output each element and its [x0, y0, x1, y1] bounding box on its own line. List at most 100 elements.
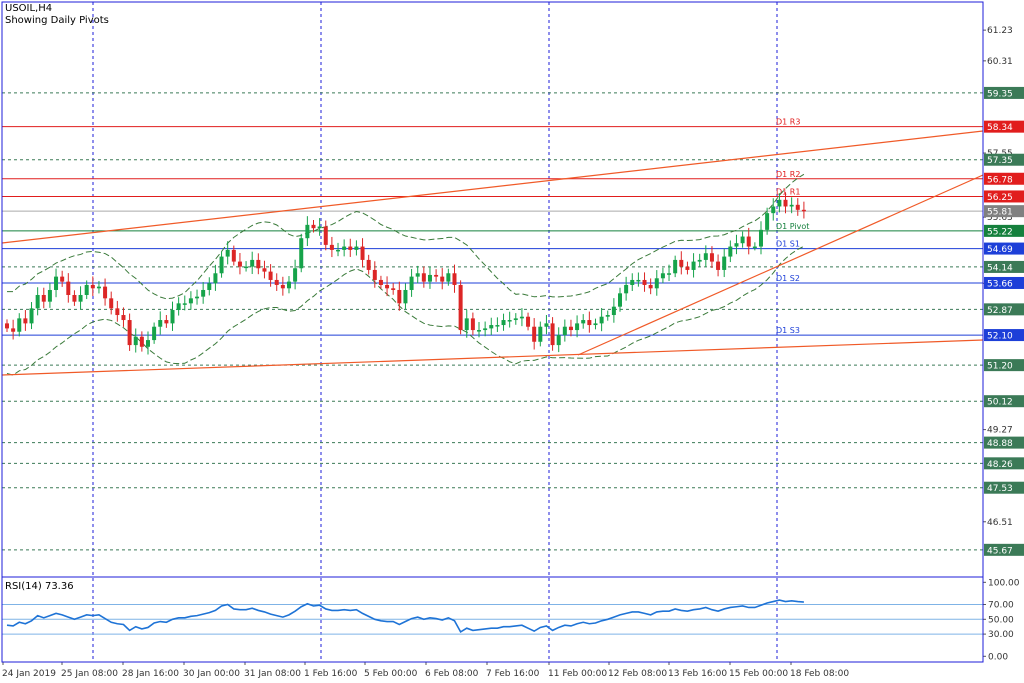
candle-bear — [550, 323, 555, 346]
candle-bear — [139, 336, 144, 347]
price-label-box — [984, 86, 1024, 99]
rsi-label: RSI(14) 73.36 — [5, 581, 74, 592]
candle-bull — [342, 246, 347, 250]
rising-support-trendline — [577, 174, 984, 356]
candle-bull — [213, 273, 218, 284]
candle-bear — [237, 261, 242, 267]
candle-bear — [679, 259, 684, 267]
candle-bull — [317, 226, 322, 229]
candle-bull — [734, 243, 739, 247]
candle-bear — [280, 284, 285, 289]
pivot-label: D1 R2 — [776, 170, 800, 179]
candle-bull — [182, 303, 187, 305]
price-label-box — [984, 359, 1024, 372]
candle-bull — [519, 316, 524, 319]
rsi-tick-label: 50.00 — [988, 615, 1014, 625]
candle-bull — [96, 286, 101, 289]
candle-bear — [348, 246, 353, 250]
candle-bear — [391, 288, 396, 290]
candle-bear — [41, 294, 46, 302]
candle-bull — [415, 273, 420, 277]
candle-bull — [305, 224, 310, 239]
x-tick-label: 15 Feb 00:00 — [729, 669, 788, 679]
candle-bear — [397, 289, 402, 304]
candle-bull — [501, 320, 506, 326]
y-tick-label: 60.31 — [987, 57, 1013, 67]
pivot-label: D1 R3 — [776, 118, 800, 127]
candle-bull — [630, 279, 635, 285]
candle-bull — [286, 281, 291, 289]
x-tick-label: 12 Feb 08:00 — [608, 669, 667, 679]
candle-bear — [5, 323, 9, 329]
candle-bull — [495, 325, 500, 327]
x-tick-label: 24 Jan 2019 — [2, 669, 56, 679]
candle-bull — [293, 268, 298, 282]
candle-bull — [624, 284, 629, 294]
upper-envelope-band — [6, 173, 805, 300]
lower-channel-trendline — [1, 339, 984, 376]
candle-bear — [127, 320, 132, 346]
price-label-text: 53.66 — [987, 279, 1013, 289]
price-label-text: 56.78 — [987, 175, 1013, 185]
price-label-text: 55.22 — [987, 227, 1013, 237]
price-label-box — [984, 329, 1024, 342]
candle-bull — [219, 256, 224, 274]
candle-bull — [581, 320, 586, 324]
y-tick-label: 61.23 — [987, 26, 1013, 36]
candle-bull — [54, 276, 59, 290]
candle-bear — [470, 318, 475, 331]
price-label-text: 54.14 — [987, 263, 1013, 273]
candle-bull — [777, 199, 782, 207]
envelope-bands-layer — [6, 173, 805, 376]
pivot-label: D1 S1 — [776, 240, 800, 249]
candle-bear — [262, 268, 267, 272]
price-label-box — [984, 303, 1024, 316]
candle-bear — [311, 224, 316, 229]
pivot-label: D1 Pivot — [776, 222, 809, 231]
candle-bull — [544, 323, 549, 327]
candle-bull — [673, 259, 678, 274]
price-label-box — [984, 224, 1024, 237]
upper-channel-trendline — [1, 130, 984, 244]
candle-bull — [35, 294, 40, 309]
candle-bear — [746, 236, 751, 247]
candle-bear — [421, 273, 426, 282]
candle-bear — [256, 259, 261, 269]
candle-bull — [464, 318, 469, 331]
x-tick-label: 7 Feb 16:00 — [486, 669, 540, 679]
candle-bear — [385, 284, 390, 289]
x-tick-label: 28 Jan 16:00 — [122, 669, 179, 679]
price-label-box — [984, 153, 1024, 166]
candle-bull — [244, 266, 249, 269]
x-tick-label: 31 Jan 08:00 — [244, 669, 301, 679]
x-tick-label: 30 Jan 00:00 — [183, 669, 240, 679]
x-tick-label: 25 Jan 08:00 — [61, 669, 118, 679]
candle-bear — [587, 320, 592, 326]
rsi-tick-label: 30.00 — [988, 630, 1014, 640]
candle-bull — [403, 289, 408, 304]
candle-bear — [458, 284, 463, 331]
lower-envelope-band — [6, 245, 805, 376]
price-label-box — [984, 457, 1024, 470]
price-label-text: 48.88 — [987, 439, 1013, 449]
candle-bull — [722, 256, 727, 270]
chart-subtitle: Showing Daily Pivots — [5, 15, 109, 26]
price-levels-layer: D1 R3 D1 R2 D1 R1 D1 Pivot D1 S1 D1 S2 D1 S3 — [2, 118, 983, 336]
rsi-line — [6, 599, 804, 634]
candle-bull — [765, 213, 770, 230]
candle-bull — [507, 320, 512, 322]
candle-bear — [231, 249, 236, 262]
candle-bull — [728, 246, 733, 257]
price-label-box — [984, 436, 1024, 449]
price-label-text: 52.87 — [987, 306, 1013, 316]
candle-bear — [109, 298, 114, 309]
candles-layer — [5, 192, 806, 355]
candle-bull — [78, 294, 83, 302]
price-label-box — [984, 543, 1024, 556]
y-tick-label: 49.27 — [987, 426, 1013, 436]
candle-bear — [23, 318, 28, 324]
price-label-box — [984, 481, 1024, 494]
price-label-text: 59.35 — [987, 89, 1013, 99]
candle-bull — [446, 273, 451, 282]
candle-bull — [611, 306, 616, 316]
